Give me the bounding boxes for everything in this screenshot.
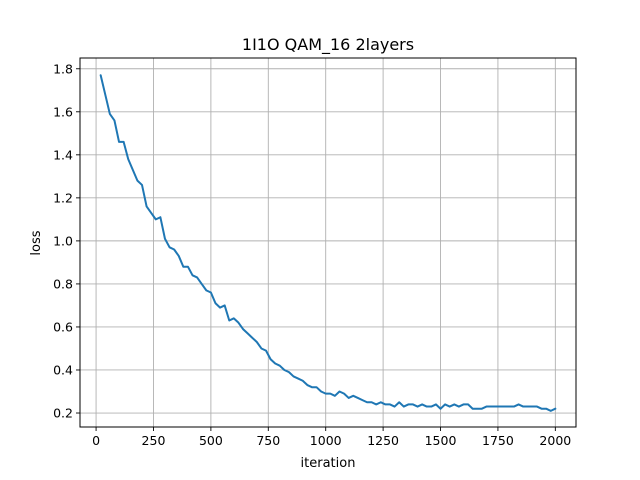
- series-line-loss: [99, 74, 557, 412]
- x-tick-label: 1750: [482, 433, 514, 448]
- y-tick-label: 0.8: [53, 276, 73, 291]
- axes-frame: [79, 57, 577, 428]
- y-tick-label: 1.2: [53, 190, 73, 205]
- x-tick-label: 0: [92, 433, 100, 448]
- x-tick-label: 2000: [539, 433, 571, 448]
- y-axis-label: loss: [29, 230, 44, 255]
- x-tick-label: 500: [199, 433, 223, 448]
- chart-title: 1I1O QAM_16 2layers: [242, 35, 414, 55]
- x-tick-label: 1250: [367, 433, 399, 448]
- x-tick-label: 1500: [425, 433, 457, 448]
- x-tick-label: 750: [256, 433, 280, 448]
- y-tick-label: 1.4: [53, 147, 73, 162]
- y-tick-label: 1.8: [53, 61, 73, 76]
- y-tick-label: 0.2: [53, 406, 73, 421]
- grid-layer: [80, 58, 576, 427]
- y-tick-label: 1.0: [53, 233, 73, 248]
- series-layer: [99, 74, 557, 412]
- tick-layer: 0 250 500 750 1000 1250 1500 1750 2000 0.2 0.4 0.6 0…: [53, 61, 571, 448]
- y-tick-label: 0.4: [53, 362, 73, 377]
- y-tick-label: 1.6: [53, 104, 73, 119]
- y-tick-label: 0.6: [53, 319, 73, 334]
- x-tick-label: 250: [142, 433, 166, 448]
- x-axis-label: iteration: [301, 456, 356, 471]
- x-tick-label: 1000: [310, 433, 342, 448]
